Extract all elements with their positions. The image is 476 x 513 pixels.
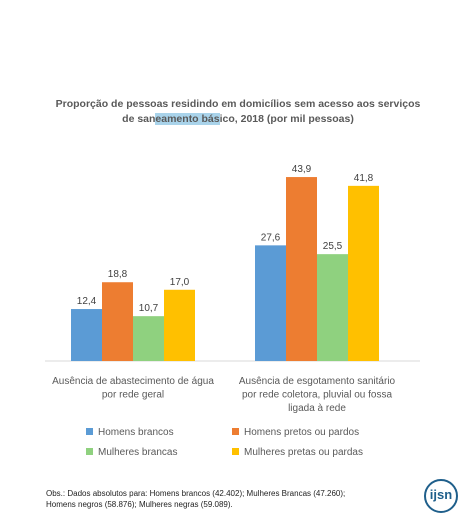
data-label: 25,5 — [323, 241, 343, 252]
legend-swatch — [86, 448, 93, 455]
bar — [71, 309, 102, 361]
data-label: 43,9 — [292, 164, 312, 175]
data-label: 41,8 — [354, 173, 374, 184]
footnote-line-1: Obs.: Dados absolutos para: Homens branc… — [46, 489, 346, 498]
bar — [164, 289, 195, 361]
chart-title-line-1: Proporção de pessoas residindo em domicí… — [55, 98, 421, 110]
legend-swatch — [232, 428, 239, 435]
bar — [255, 245, 286, 361]
category-label: Ausência de abastecimento de água — [52, 376, 214, 387]
data-label: 18,8 — [108, 269, 128, 280]
category-label: Ausência de esgotamento sanitário — [239, 376, 396, 387]
bar — [286, 177, 317, 361]
category-label: por rede geral — [102, 390, 164, 401]
chart-title-line-2: de saneamento básico, 2018 (por mil pess… — [0, 113, 476, 125]
title-text-b: ico, 2018 (por mil pessoas) — [219, 113, 354, 125]
data-label: 10,7 — [139, 303, 159, 314]
legend-label: Homens pretos ou pardos — [244, 427, 359, 438]
bar — [348, 185, 379, 361]
footnote: Obs.: Dados absolutos para: Homens branc… — [46, 488, 416, 510]
category-label: por rede coletora, pluvial ou fossa — [242, 390, 393, 401]
legend-label: Mulheres pretas ou pardas — [244, 447, 363, 458]
legend-swatch — [86, 428, 93, 435]
title-text-highlighted: eamento bás — [155, 113, 220, 125]
bar — [133, 316, 164, 361]
bar — [317, 254, 348, 361]
data-label: 12,4 — [77, 296, 97, 307]
legend-swatch — [232, 448, 239, 455]
data-label: 27,6 — [261, 232, 281, 243]
legend-label: Mulheres brancas — [98, 447, 177, 458]
category-label: ligada à rede — [288, 403, 346, 414]
bar — [102, 282, 133, 361]
footnote-line-2: Homens negros (58.876); Mulheres negras … — [46, 500, 233, 509]
ijsn-logo: ijsn — [424, 479, 458, 513]
data-label: 17,0 — [170, 277, 190, 288]
title-text-a: de san — [122, 113, 156, 125]
legend-label: Homens brancos — [98, 427, 174, 438]
